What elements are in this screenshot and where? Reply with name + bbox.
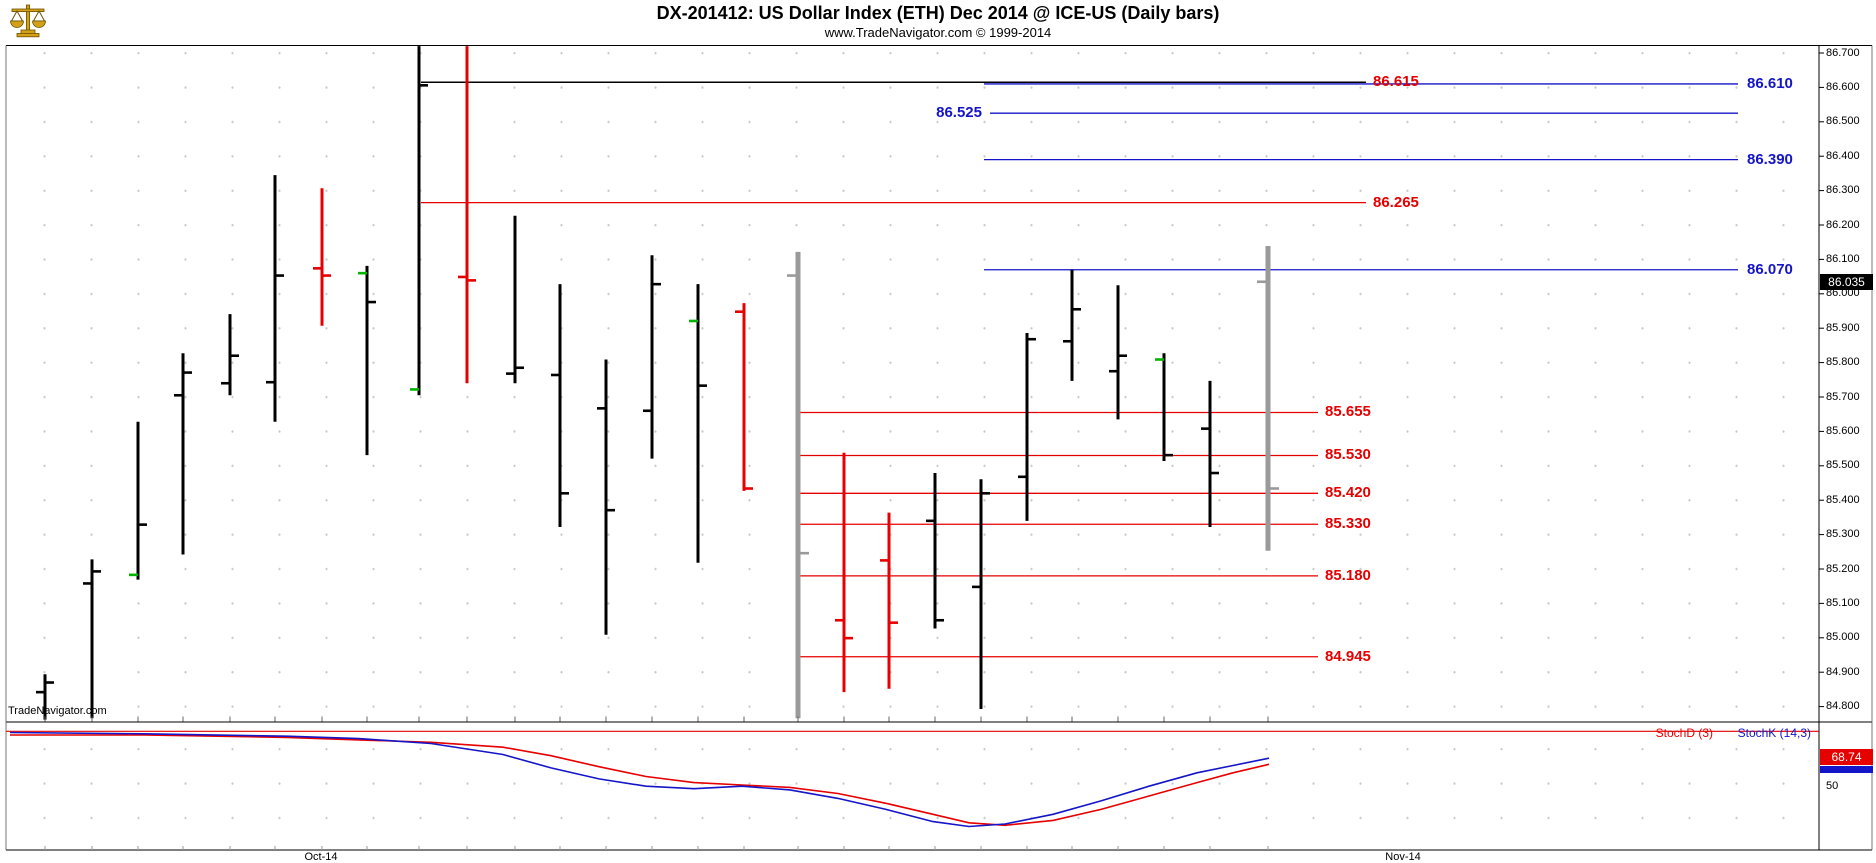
y-axis-tick-label: 85.100 — [1826, 596, 1860, 609]
stochastic-pane[interactable] — [6, 724, 1819, 846]
watermark: TradeNavigator.com — [8, 705, 107, 717]
price-level-label: 84.945 — [1325, 647, 1371, 665]
y-axis-tick-label: 86.400 — [1826, 149, 1860, 162]
current-price-box: 86.035 — [1820, 274, 1873, 290]
price-level-label: 86.525 — [936, 104, 982, 122]
y-axis-tick-label: 85.700 — [1826, 390, 1860, 403]
y-axis-tick-label: 86.300 — [1826, 184, 1860, 197]
price-level-label: 86.070 — [1747, 260, 1793, 278]
stochk-line — [9, 731, 1270, 828]
y-axis-tick-label: 86.100 — [1826, 252, 1860, 265]
price-level-label: 86.265 — [1373, 193, 1419, 211]
y-axis-tick-label: 85.000 — [1826, 631, 1860, 644]
y-axis-tick-label: 85.300 — [1826, 528, 1860, 541]
stoch-scale-label-50: 50 — [1826, 780, 1839, 792]
y-axis-tick-label: 84.800 — [1826, 700, 1860, 713]
y-axis-tick-label: 84.900 — [1826, 665, 1860, 678]
y-axis-tick-label: 85.500 — [1826, 459, 1860, 472]
y-axis-tick-label: 85.900 — [1826, 321, 1860, 334]
y-axis-tick-label: 86.000 — [1826, 287, 1860, 300]
y-axis-tick-label: 86.200 — [1826, 218, 1860, 231]
y-axis-tick-label: 86.600 — [1826, 80, 1860, 93]
price-level-label: 85.420 — [1325, 484, 1371, 502]
price-level-label: 85.180 — [1325, 566, 1371, 584]
stochd-value-box: 68.74 — [1820, 749, 1873, 765]
price-level-label: 85.530 — [1325, 446, 1371, 464]
y-axis-tick-label: 85.800 — [1826, 356, 1860, 369]
y-axis-tick-label: 85.600 — [1826, 424, 1860, 437]
stochk-legend: StochK (14,3) — [1737, 726, 1811, 740]
y-axis-tick-label: 85.400 — [1826, 493, 1860, 506]
y-axis-tick-label: 86.500 — [1826, 115, 1860, 128]
price-level-label: 85.655 — [1325, 403, 1371, 421]
stochk-value-box-clipped — [1820, 766, 1873, 773]
y-axis-tick-label: 86.700 — [1826, 46, 1860, 59]
price-level-label: 86.615 — [1373, 73, 1419, 91]
chart-title: DX-201412: US Dollar Index (ETH) Dec 201… — [656, 3, 1220, 23]
chart-subtitle: www.TradeNavigator.com © 1999-2014 — [824, 25, 1052, 40]
stochd-line — [10, 734, 1270, 827]
x-axis-label-oct14: Oct-14 — [304, 851, 338, 863]
price-pane[interactable] — [6, 46, 1819, 722]
scales-logo-icon — [10, 4, 46, 38]
y-axis-tick-label: 85.200 — [1826, 562, 1860, 575]
price-level-label: 85.330 — [1325, 515, 1371, 533]
stochd-legend: StochD (3) — [1655, 726, 1713, 740]
x-axis-label-nov14: Nov-14 — [1385, 851, 1421, 863]
price-level-label: 86.610 — [1747, 74, 1793, 92]
price-level-label: 86.390 — [1747, 150, 1793, 168]
